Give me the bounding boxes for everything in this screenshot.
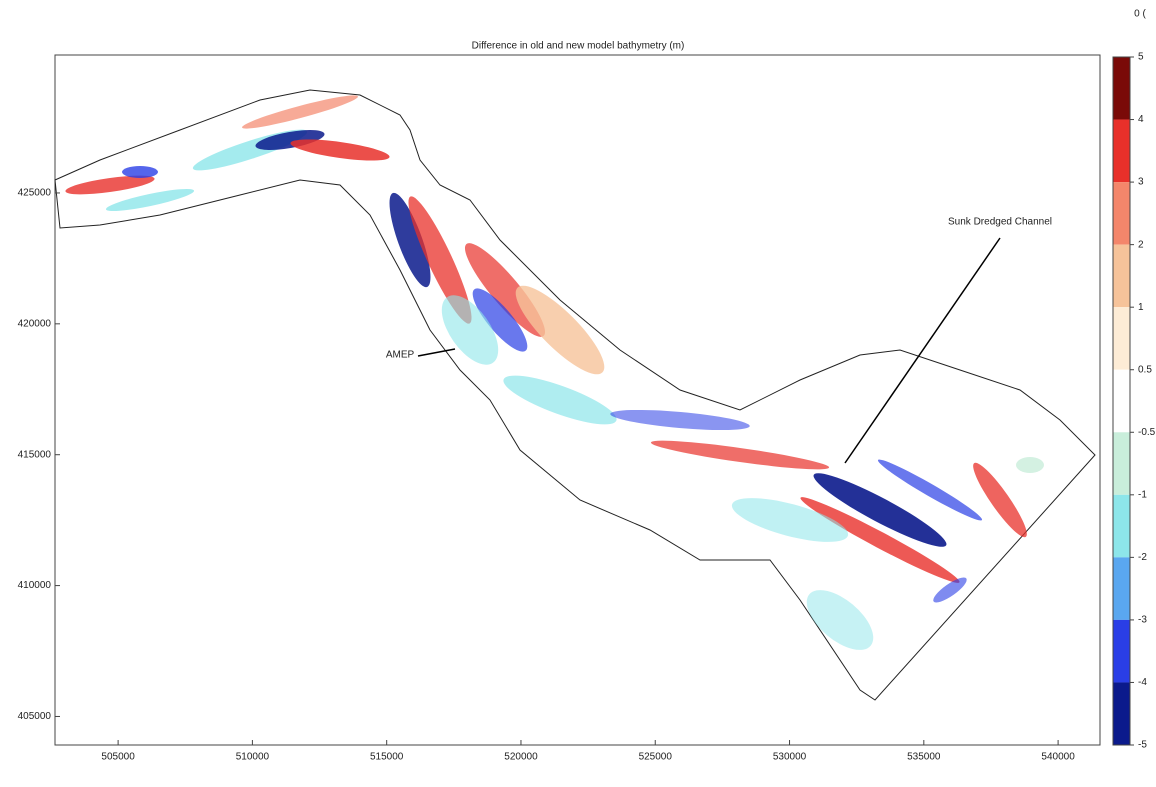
x-tick-label: 505000 [101,752,135,763]
colorbar-label: -0.5 [1138,427,1156,438]
y-tick-label: 410000 [18,580,52,591]
blob [1016,457,1044,473]
page: {"chart_data": { "type": "map", "title":… [0,0,1156,782]
colorbar-label: 1 [1138,302,1144,313]
colorbar-label: 4 [1138,114,1144,125]
blob [122,166,158,178]
y-tick-label: 425000 [18,188,52,199]
x-tick-label: 525000 [639,752,673,763]
y-tick-label: 415000 [18,449,52,460]
colorbar-band [1113,57,1130,120]
river [55,90,1095,700]
x-tick-label: 535000 [907,752,941,763]
x-tick-label: 510000 [236,752,270,763]
x-tick-label: 530000 [773,752,807,763]
colorbar-band [1113,307,1130,370]
colorbar-label: -4 [1138,677,1147,688]
annotation: Sunk Dredged Channel [948,217,1052,228]
colorbar-band [1113,120,1130,183]
colorbar-band [1113,557,1130,620]
colorbar-label: 0.5 [1138,364,1152,375]
colorbar-label: -3 [1138,615,1147,626]
annotation: AMEP [386,350,415,361]
colorbar-label: -1 [1138,489,1147,500]
colorbar-band [1113,370,1130,433]
colorbar-band [1113,682,1130,745]
x-tick-label: 515000 [370,752,404,763]
x-tick-label: 520000 [504,752,538,763]
colorbar-band [1113,495,1130,558]
colorbar-label: 3 [1138,177,1144,188]
colorbar-band [1113,245,1130,308]
chart-title: Difference in old and new model bathymet… [472,41,685,52]
colorbar-label: -5 [1138,740,1147,751]
y-tick-label: 420000 [18,318,52,329]
colorbar-label: 2 [1138,239,1144,250]
colorbar-label: 5 [1138,52,1144,63]
chart: Difference in old and new model bathymet… [0,0,1156,782]
colorbar-unit: 0 ( [1134,9,1146,20]
x-tick-label: 540000 [1041,752,1075,763]
colorbar-band [1113,620,1130,683]
colorbar-label: -2 [1138,552,1147,563]
y-tick-label: 405000 [18,711,52,722]
colorbar-band [1113,432,1130,495]
colorbar-band [1113,182,1130,245]
